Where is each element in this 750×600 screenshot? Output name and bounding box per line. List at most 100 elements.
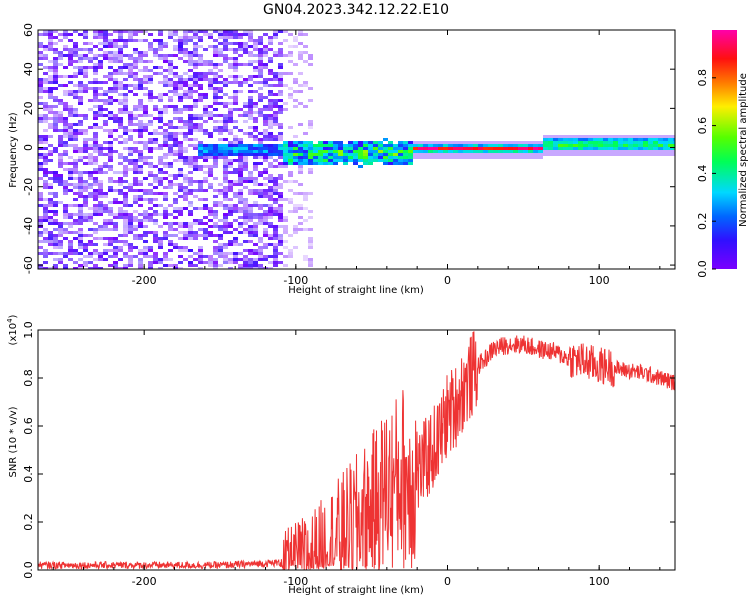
- heatmap-cell: [248, 258, 253, 261]
- heatmap-cell: [243, 219, 248, 222]
- heatmap-cell: [208, 69, 213, 72]
- heatmap-cell: [273, 111, 278, 114]
- heatmap-cell: [248, 189, 253, 192]
- heatmap-cell: [258, 207, 263, 210]
- heatmap-cell: [133, 219, 138, 222]
- heatmap-cell: [393, 150, 398, 153]
- heatmap-cell: [193, 48, 198, 51]
- heatmap-cell: [218, 30, 223, 33]
- heatmap-cell: [83, 141, 88, 144]
- heatmap-cell: [43, 159, 48, 162]
- heatmap-cell: [308, 99, 313, 102]
- heatmap-cell: [43, 171, 48, 174]
- heatmap-cell: [93, 69, 98, 72]
- heatmap-cell: [193, 84, 198, 87]
- heatmap-cell: [48, 231, 53, 234]
- heatmap-cell: [98, 201, 103, 204]
- heatmap-cell: [258, 237, 263, 240]
- heatmap-cell: [138, 78, 143, 81]
- heatmap-cell: [113, 249, 118, 252]
- heatmap-cell: [123, 102, 128, 105]
- heatmap-cell: [578, 135, 583, 138]
- heatmap-cell: [268, 192, 273, 195]
- heatmap-cell: [213, 150, 218, 153]
- heatmap-cell: [53, 30, 58, 33]
- heatmap-cell: [143, 198, 148, 201]
- heatmap-cell: [163, 129, 168, 132]
- heatmap-cell: [188, 114, 193, 117]
- heatmap-cell: [153, 210, 158, 213]
- heatmap-cell: [143, 93, 148, 96]
- heatmap-cell: [108, 129, 113, 132]
- heatmap-cell: [103, 114, 108, 117]
- heatmap-cell: [223, 30, 228, 33]
- heatmap-cell: [253, 231, 258, 234]
- heatmap-cell: [188, 57, 193, 60]
- heatmap-cell: [98, 87, 103, 90]
- heatmap-cell: [113, 87, 118, 90]
- heatmap-cell: [308, 141, 313, 144]
- heatmap-cell: [293, 204, 298, 207]
- heatmap-cell: [138, 87, 143, 90]
- heatmap-cell: [123, 171, 128, 174]
- heatmap-cell: [163, 234, 168, 237]
- heatmap-cell: [138, 123, 143, 126]
- heatmap-cell: [143, 108, 148, 111]
- heatmap-cell: [158, 168, 163, 171]
- heatmap-cell: [203, 75, 208, 78]
- heatmap-cell: [118, 177, 123, 180]
- heatmap-cell: [213, 93, 218, 96]
- heatmap-cell: [258, 39, 263, 42]
- heatmap-cell: [163, 84, 168, 87]
- heatmap-cell: [278, 237, 283, 240]
- heatmap-cell: [303, 153, 308, 156]
- heatmap-cell: [353, 162, 358, 165]
- heatmap-cell: [63, 189, 68, 192]
- heatmap-cell: [608, 147, 613, 150]
- heatmap-cell: [178, 222, 183, 225]
- heatmap-cell: [298, 171, 303, 174]
- heatmap-cell: [578, 141, 583, 144]
- heatmap-cell: [68, 51, 73, 54]
- heatmap-cell: [273, 210, 278, 213]
- heatmap-cell: [308, 240, 313, 243]
- heatmap-cell: [93, 57, 98, 60]
- heatmap-cell: [123, 39, 128, 42]
- heatmap-cell: [118, 189, 123, 192]
- heatmap-cell: [78, 33, 83, 36]
- heatmap-cell: [288, 174, 293, 177]
- heatmap-cell: [463, 153, 468, 156]
- heatmap-cell: [58, 252, 63, 255]
- heatmap-cell: [133, 141, 138, 144]
- heatmap-cell: [188, 165, 193, 168]
- heatmap-cell: [198, 186, 203, 189]
- heatmap-cell: [73, 66, 78, 69]
- heatmap-cell: [293, 246, 298, 249]
- heatmap-cell: [158, 213, 163, 216]
- heatmap-cell: [268, 72, 273, 75]
- heatmap-cell: [213, 165, 218, 168]
- heatmap-cell: [103, 237, 108, 240]
- heatmap-cell: [153, 231, 158, 234]
- heatmap-cell: [53, 105, 58, 108]
- heatmap-cell: [193, 165, 198, 168]
- heatmap-cell: [248, 84, 253, 87]
- heatmap-cell: [188, 84, 193, 87]
- heatmap-cell: [288, 234, 293, 237]
- heatmap-cell: [253, 111, 258, 114]
- heatmap-cell: [158, 225, 163, 228]
- heatmap-cell: [83, 156, 88, 159]
- heatmap-cell: [48, 33, 53, 36]
- heatmap-cell: [233, 147, 238, 150]
- heatmap-cell: [303, 33, 308, 36]
- heatmap-cell: [188, 126, 193, 129]
- heatmap-cell: [58, 63, 63, 66]
- heatmap-cell: [173, 207, 178, 210]
- heatmap-cell: [268, 42, 273, 45]
- heatmap-cell: [48, 126, 53, 129]
- heatmap-cell: [263, 258, 268, 261]
- heatmap-cell: [83, 138, 88, 141]
- heatmap-cell: [308, 147, 313, 150]
- heatmap-cell: [198, 45, 203, 48]
- heatmap-cell: [133, 33, 138, 36]
